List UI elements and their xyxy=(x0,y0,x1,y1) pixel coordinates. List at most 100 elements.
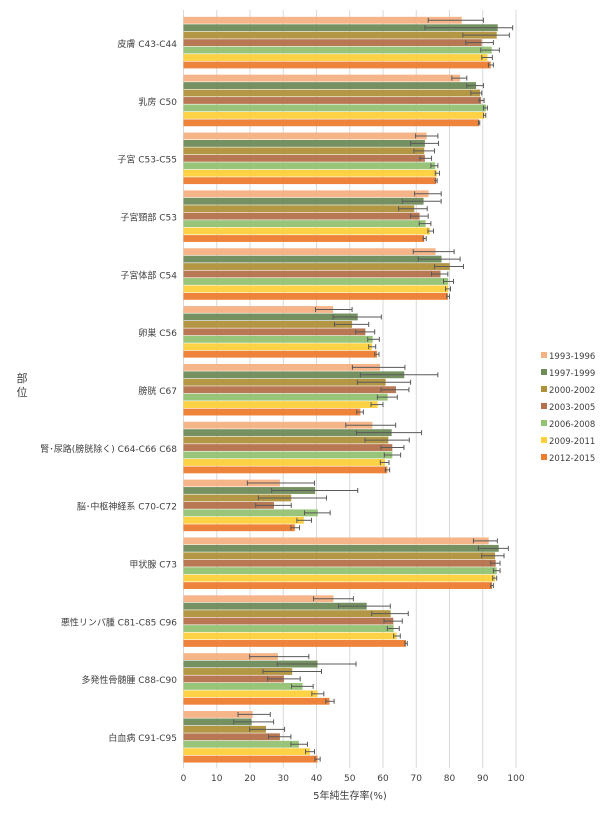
bar xyxy=(183,487,316,494)
bar xyxy=(183,363,381,371)
bar xyxy=(183,479,280,487)
bar xyxy=(183,718,252,726)
x-tick-label: 100 xyxy=(507,774,524,784)
bar xyxy=(183,235,425,242)
bar xyxy=(183,610,391,618)
legend-swatch xyxy=(541,403,547,409)
bar xyxy=(183,227,430,235)
bar xyxy=(183,436,389,444)
bar xyxy=(183,197,424,205)
category-label: 子宮 C53-C55 xyxy=(117,154,177,166)
bar xyxy=(183,653,278,661)
legend-swatch xyxy=(541,420,547,426)
bar xyxy=(183,429,392,437)
bar xyxy=(183,740,299,748)
bar xyxy=(183,668,293,675)
bar xyxy=(183,748,310,756)
bar xyxy=(183,31,497,39)
bar xyxy=(183,169,437,177)
bar xyxy=(183,248,436,256)
legend-label: 2006-2008 xyxy=(549,420,595,430)
legend-swatch xyxy=(541,454,547,460)
category-label: 子宮頸部 C53 xyxy=(120,211,177,223)
x-tick-label: 40 xyxy=(311,774,323,784)
bars xyxy=(183,16,499,763)
bar xyxy=(183,292,448,300)
category-label: 卵巣 C56 xyxy=(138,327,177,339)
x-tick-label: 60 xyxy=(377,774,389,784)
bar xyxy=(183,393,388,401)
bar xyxy=(183,74,461,82)
category-label: 脳･中枢神経系 C70-C72 xyxy=(77,501,177,513)
bar xyxy=(183,466,388,474)
x-axis-label: 5年純生存率(%) xyxy=(313,789,387,802)
bar xyxy=(183,494,292,502)
bar xyxy=(183,82,477,89)
legend-swatch xyxy=(541,386,547,392)
category-label: 乳房 C50 xyxy=(138,96,177,108)
bar xyxy=(183,386,396,394)
legend-swatch xyxy=(541,352,547,358)
bar xyxy=(183,162,436,170)
bar xyxy=(183,104,487,112)
legend-swatch xyxy=(541,369,547,375)
bar xyxy=(183,660,318,668)
bar xyxy=(183,733,280,741)
x-tick-label: 20 xyxy=(244,774,256,784)
bar xyxy=(183,378,386,386)
bar xyxy=(183,682,303,690)
bar xyxy=(183,335,373,343)
bar xyxy=(183,725,266,733)
bar xyxy=(183,119,480,127)
bar xyxy=(183,154,425,162)
bar xyxy=(183,459,385,466)
bar xyxy=(183,306,334,313)
bar xyxy=(183,205,415,213)
legend-label: 2000-2002 xyxy=(549,386,595,396)
category-label: 悪性リンパ腫 C81-C85 C96 xyxy=(61,616,177,628)
bar xyxy=(183,640,406,647)
y-axis-label-char: 部 xyxy=(17,371,28,385)
bar xyxy=(183,602,367,610)
category-label: 膀胱 C67 xyxy=(138,385,177,397)
bar xyxy=(183,690,318,698)
x-tick-label: 0 xyxy=(181,774,187,784)
bar xyxy=(183,595,334,603)
x-tick-label: 90 xyxy=(477,774,489,784)
bar xyxy=(183,755,318,763)
error-bars xyxy=(233,17,514,762)
x-tick-label: 80 xyxy=(444,774,456,784)
y-axis-label: 部 位 xyxy=(17,371,28,399)
bar xyxy=(183,451,393,459)
bar xyxy=(183,111,485,119)
bar xyxy=(183,371,405,379)
bar xyxy=(183,544,499,552)
category-label: 子宮体部 C54 xyxy=(120,269,177,281)
bar xyxy=(183,582,493,590)
legend-label: 2009-2011 xyxy=(549,437,595,447)
bar xyxy=(183,190,429,198)
bar xyxy=(183,220,426,228)
bar xyxy=(183,421,373,429)
x-tick-labels: 0 10 20 30 40 50 60 70 80 90 100 xyxy=(181,774,525,784)
bar xyxy=(183,567,497,575)
bar xyxy=(183,408,361,416)
bar xyxy=(183,617,394,625)
bar xyxy=(183,401,378,409)
bar xyxy=(183,675,284,683)
bar xyxy=(183,61,491,69)
legend-label: 2003-2005 xyxy=(549,403,595,413)
bar xyxy=(183,255,442,263)
bar xyxy=(183,537,489,545)
bar xyxy=(183,139,425,147)
bar xyxy=(183,625,394,632)
legend: 1993-1996 1997-1999 2000-2002 2003-2005 2006… xyxy=(541,352,595,464)
bar xyxy=(183,24,498,32)
bar xyxy=(183,270,441,278)
bar xyxy=(183,132,427,140)
legend-swatch xyxy=(541,437,547,443)
bar xyxy=(183,328,366,336)
bar xyxy=(183,574,496,582)
category-label: 甲状腺 C73 xyxy=(129,559,177,571)
